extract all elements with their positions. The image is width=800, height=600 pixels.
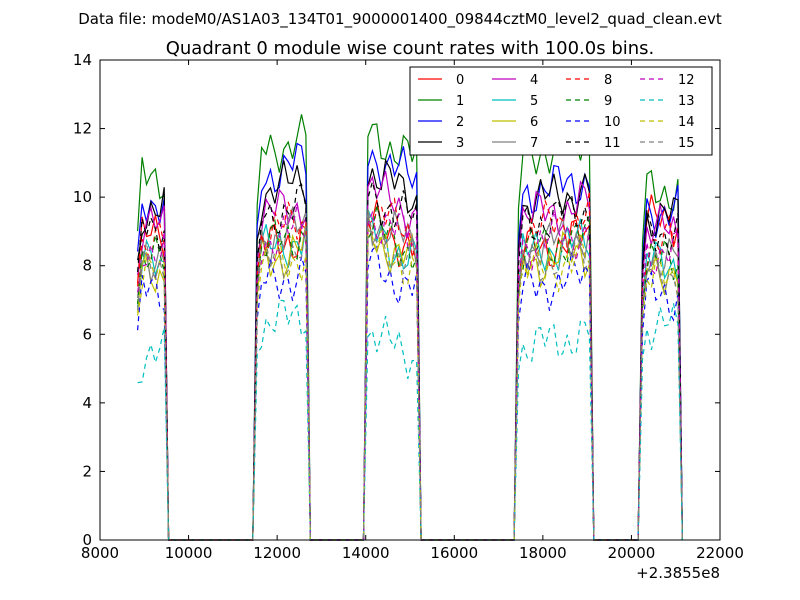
x-tick-label: 12000 xyxy=(253,544,301,562)
chart-suptitle: Data file: modeM0/AS1A03_134T01_90000014… xyxy=(78,10,722,29)
legend-label-13: 13 xyxy=(678,94,695,109)
legend-label-9: 9 xyxy=(604,94,612,109)
legend-label-0: 0 xyxy=(456,73,464,88)
legend-label-14: 14 xyxy=(678,115,695,130)
series-line-13 xyxy=(137,299,683,541)
legend-label-1: 1 xyxy=(456,94,464,109)
y-tick-label: 14 xyxy=(73,51,92,69)
series-line-15 xyxy=(137,208,683,541)
legend-label-6: 6 xyxy=(530,115,538,130)
series-line-9 xyxy=(137,205,683,541)
x-tick-label: 20000 xyxy=(608,544,656,562)
legend-label-7: 7 xyxy=(530,136,538,151)
series-line-10 xyxy=(137,244,683,541)
series-line-2 xyxy=(137,142,683,541)
series-line-0 xyxy=(137,194,683,541)
y-tick-label: 0 xyxy=(82,531,92,549)
series-line-6 xyxy=(137,210,683,541)
series-line-5 xyxy=(137,209,683,541)
x-tick-label: 10000 xyxy=(165,544,213,562)
legend-label-4: 4 xyxy=(530,73,538,88)
series-line-12 xyxy=(137,204,683,541)
axis-layer: 8000 10000 12000 14000 16000 18000 20000 22000 0… xyxy=(73,51,744,562)
legend-label-10: 10 xyxy=(604,115,621,130)
legend-label-3: 3 xyxy=(456,136,464,151)
y-tick-label: 6 xyxy=(82,325,92,343)
x-tick-label: 16000 xyxy=(430,544,478,562)
series-layer xyxy=(137,114,683,541)
x-offset-label: +2.3855e8 xyxy=(636,564,720,582)
legend-label-8: 8 xyxy=(604,73,612,88)
y-tick-label: 2 xyxy=(82,462,92,480)
plot-frame xyxy=(99,59,721,541)
y-tick-label: 10 xyxy=(73,188,92,206)
x-tick-label: 8000 xyxy=(81,544,119,562)
x-tick-label: 22000 xyxy=(696,544,744,562)
series-line-4 xyxy=(137,170,683,541)
x-tick-label: 14000 xyxy=(342,544,390,562)
legend-label-5: 5 xyxy=(530,94,538,109)
y-tick-label: 12 xyxy=(73,120,92,138)
x-tick-label: 18000 xyxy=(519,544,567,562)
y-tick-label: 8 xyxy=(82,257,92,275)
legend-label-2: 2 xyxy=(456,115,464,130)
y-tick-label: 4 xyxy=(82,394,92,412)
series-line-1 xyxy=(137,114,683,541)
series-line-14 xyxy=(137,226,683,541)
legend-label-15: 15 xyxy=(678,136,695,151)
legend-label-11: 11 xyxy=(604,136,621,151)
legend-label-12: 12 xyxy=(678,73,695,88)
chart-title: Quadrant 0 module wise count rates with … xyxy=(166,38,655,59)
legend-box xyxy=(409,66,713,156)
